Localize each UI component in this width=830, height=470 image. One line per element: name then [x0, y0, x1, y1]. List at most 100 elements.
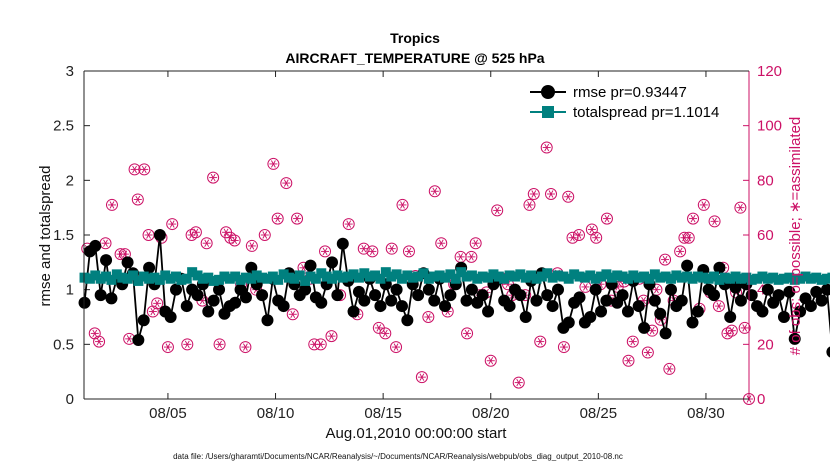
obs-point — [166, 218, 179, 231]
totalspread-point — [558, 271, 569, 282]
totalspread-point — [461, 271, 472, 282]
obs-point — [572, 229, 585, 241]
totalspread-point — [445, 269, 456, 280]
rmse-point — [519, 311, 532, 323]
totalspread-point — [778, 273, 789, 284]
obs-point — [687, 212, 700, 225]
totalspread-point — [719, 272, 730, 283]
totalspread-point — [687, 273, 698, 284]
y-tick-label-right: 20 — [757, 336, 774, 353]
totalspread-point — [224, 273, 235, 284]
rmse-point — [347, 305, 360, 318]
rmse-point — [552, 283, 565, 296]
obs-point — [271, 212, 284, 225]
x-tick-label: 08/15 — [364, 405, 402, 422]
rmse-point — [648, 294, 661, 307]
totalspread-point — [84, 273, 95, 284]
y-tick-label: 2.5 — [53, 118, 74, 135]
obs-point — [708, 215, 721, 228]
totalspread-point — [499, 273, 510, 284]
rmse-point — [385, 294, 398, 307]
obs-point — [342, 218, 355, 231]
totalspread-point — [149, 272, 160, 283]
rmse-point — [482, 305, 495, 318]
x-tick-label: 08/10 — [257, 405, 295, 422]
rmse-point — [600, 294, 613, 307]
totalspread-point — [364, 271, 375, 282]
rmse-point — [794, 305, 807, 318]
totalspread-point — [337, 272, 348, 283]
obs-point — [484, 354, 497, 367]
rmse-point — [89, 239, 102, 252]
totalspread-point — [348, 269, 359, 280]
rmse-point — [100, 254, 113, 267]
legend-box — [526, 78, 738, 126]
totalspread-point — [542, 268, 553, 279]
totalspread-point — [101, 271, 112, 282]
totalspread-point — [762, 273, 773, 284]
rmse-point — [616, 289, 629, 302]
x-tick-label: 08/30 — [687, 405, 725, 422]
totalspread-point — [590, 273, 601, 284]
rmse-point — [788, 332, 801, 345]
obs-point — [725, 324, 738, 337]
totalspread-point — [526, 270, 537, 281]
obs-point — [207, 171, 220, 184]
rmse-point — [277, 300, 290, 313]
obs-point — [465, 250, 478, 263]
totalspread-point — [714, 274, 725, 285]
totalspread-point — [181, 273, 192, 284]
totalspread-point — [735, 273, 746, 284]
obs-point — [626, 335, 639, 348]
totalspread-point — [138, 271, 149, 282]
totalspread-point — [95, 273, 106, 284]
totalspread-point — [553, 270, 564, 281]
totalspread-point — [466, 270, 477, 281]
totalspread-point — [370, 270, 381, 281]
totalspread-point — [531, 273, 542, 284]
obs-point — [325, 330, 338, 343]
totalspread-point — [197, 273, 208, 284]
rmse-point — [734, 294, 747, 307]
obs-point — [379, 327, 392, 340]
rmse-point — [632, 300, 645, 313]
obs-point — [390, 341, 403, 354]
obs-point — [189, 226, 202, 239]
rmse-point — [428, 294, 441, 307]
totalspread-point — [622, 273, 633, 284]
rmse-point — [584, 311, 597, 323]
totalspread-point — [391, 269, 402, 280]
obs-point — [534, 335, 547, 348]
rmse-point — [299, 283, 312, 296]
totalspread-point — [262, 273, 273, 284]
rmse-point — [777, 311, 790, 323]
totalspread-point — [601, 269, 612, 280]
obs-point — [562, 190, 575, 203]
rmse-point — [503, 300, 516, 313]
totalspread-point — [709, 271, 720, 282]
totalspread-point — [649, 269, 660, 280]
totalspread-point — [805, 273, 816, 284]
rmse-point — [745, 289, 758, 302]
obs-point — [314, 338, 327, 351]
y-tick-label-right: 60 — [757, 227, 774, 244]
rmse-point — [374, 300, 387, 313]
rmse-point — [412, 289, 425, 302]
obs-point — [396, 198, 409, 211]
totalspread-point — [273, 274, 284, 285]
totalspread-point — [628, 270, 639, 281]
obs-point — [545, 188, 558, 200]
rmse-point — [256, 289, 269, 302]
totalspread-point — [606, 272, 617, 283]
rmse-point — [713, 261, 726, 274]
obs-point — [435, 237, 448, 250]
rmse-point — [336, 237, 349, 250]
totalspread-point — [321, 271, 332, 282]
totalspread-point — [192, 270, 203, 281]
totalspread-point — [208, 275, 219, 286]
totalspread-point — [596, 271, 607, 282]
y-tick-label: 3 — [66, 63, 74, 80]
totalspread-point — [353, 272, 364, 283]
obs-point — [200, 237, 213, 250]
